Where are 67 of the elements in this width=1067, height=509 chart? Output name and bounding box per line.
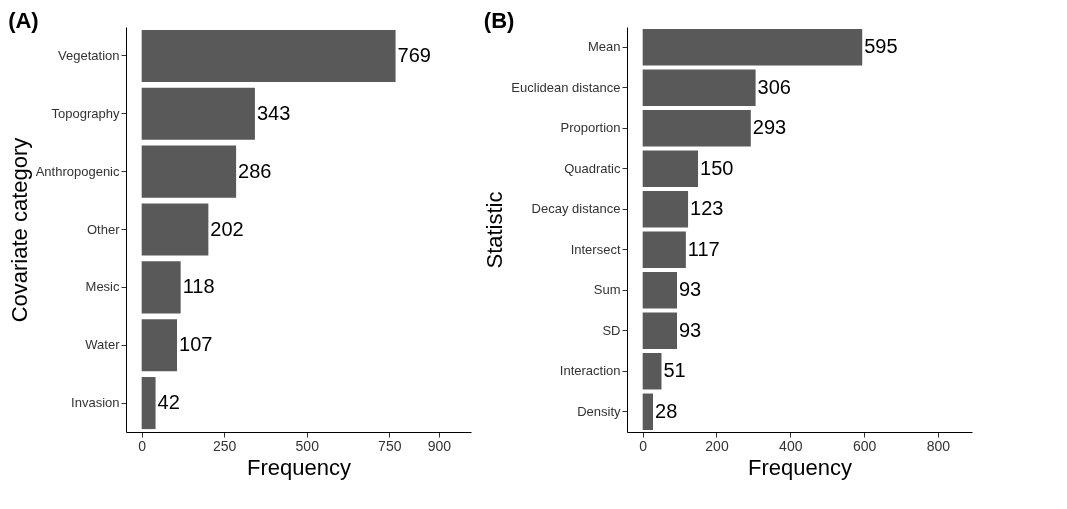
x-axis-title: Frequency [748,454,852,480]
bar [642,353,662,390]
bar [141,145,237,198]
y-tick-label: Density [577,403,621,419]
y-tick-label: Interaction [559,363,621,379]
bar [141,377,156,430]
bar [642,393,654,430]
bar [642,312,677,349]
x-tick-label: 200 [705,437,729,454]
x-tick-label: 500 [295,437,320,454]
y-tick-label: Anthropogenic [35,163,120,179]
data-label: 769 [397,43,431,66]
x-tick-label: 400 [779,437,803,454]
bar [141,319,178,372]
data-label: 107 [179,333,213,356]
bar [141,29,396,82]
data-label: 118 [182,275,215,298]
y-axis-title: Statistic [482,191,508,269]
x-tick-label: 600 [852,437,877,454]
bar [141,203,209,256]
y-tick-label: Quadratic [564,160,621,176]
y-tick-label: Mean [587,39,621,55]
bar [642,29,863,66]
bar [642,231,686,268]
chart-title: (B) [483,8,515,33]
y-tick-label: Water [85,337,121,353]
data-label: 123 [690,197,724,220]
y-tick-label: Proportion [560,120,621,136]
data-label: 28 [655,399,678,422]
x-tick-label: 0 [138,437,147,454]
data-label: 93 [679,278,702,301]
chart-title: (A) [8,8,39,33]
data-label: 595 [864,35,898,58]
bar [642,150,699,187]
data-label: 343 [256,101,291,124]
y-tick-label: Mesic [85,279,120,295]
bar [141,261,181,314]
bar [642,191,689,228]
y-tick-label: Other [86,221,121,237]
data-label: 42 [157,391,180,414]
x-axis-title: Frequency [247,454,351,480]
data-label: 306 [757,75,791,98]
y-tick-label: Invasion [71,395,120,411]
y-tick-label: Euclidean distance [511,79,621,95]
x-tick-label: 0 [639,437,648,454]
y-tick-label: Sum [593,282,621,298]
y-tick-label: SD [602,322,621,338]
x-tick-label: 900 [427,437,452,454]
y-axis-title: Covariate category [6,137,32,323]
bar [642,110,751,147]
y-tick-label: Vegetation [58,47,120,63]
data-label: 150 [700,156,734,179]
x-tick-label: 750 [378,437,402,454]
bar [141,87,255,140]
data-label: 51 [663,359,686,382]
bar [642,272,677,309]
y-tick-label: Decay distance [531,201,621,217]
data-label: 202 [210,217,244,240]
x-tick-label: 800 [926,437,951,454]
x-tick-label: 250 [213,437,237,454]
data-label: 293 [752,116,787,139]
y-tick-label: Topography [51,105,120,121]
data-label: 286 [238,159,272,182]
data-label: 93 [679,318,702,341]
y-tick-label: Intersect [570,241,621,257]
bar [642,69,756,106]
data-label: 117 [687,237,720,260]
